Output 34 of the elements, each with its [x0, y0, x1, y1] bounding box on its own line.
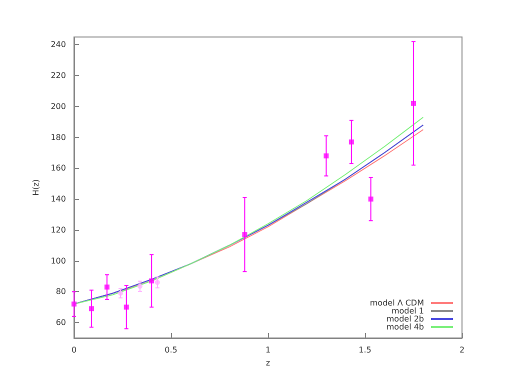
point — [348, 139, 354, 144]
point — [324, 153, 329, 158]
point — [124, 304, 129, 310]
x-tick-label: 2 — [459, 346, 465, 354]
point — [118, 290, 124, 296]
y-tick-label: 80 — [56, 287, 66, 296]
x-tick-label: 0 — [71, 346, 77, 354]
point — [104, 284, 110, 290]
point — [411, 100, 416, 106]
legend-label: model 2b — [386, 314, 424, 324]
x-tick-label: 0.5 — [164, 346, 178, 354]
y-tick-label: 180 — [50, 132, 66, 142]
y-tick-label: 60 — [56, 318, 66, 328]
point — [137, 284, 142, 289]
legend-label: model 4b — [386, 322, 424, 332]
point — [72, 302, 76, 307]
point — [242, 232, 248, 238]
y-tick-label: 240 — [50, 40, 66, 50]
y-tick-label: 120 — [50, 225, 66, 234]
y-tick-label: 140 — [50, 194, 66, 204]
x-tick-label: 1.5 — [358, 346, 372, 354]
x-tick-label: 1 — [265, 346, 271, 354]
point — [154, 280, 160, 285]
legend-label: model Λ CDM — [370, 298, 424, 308]
y-tick-label: 200 — [50, 102, 66, 111]
y-tick-label: 220 — [50, 71, 66, 80]
y-tick-label: 100 — [50, 256, 66, 266]
x-axis-title: z — [266, 358, 270, 368]
y-axis-title: H(z) — [31, 179, 40, 196]
point — [368, 196, 374, 202]
legend-label: model 1 — [391, 306, 424, 316]
point — [149, 278, 154, 284]
point — [88, 306, 94, 312]
y-tick-label: 160 — [50, 164, 66, 173]
